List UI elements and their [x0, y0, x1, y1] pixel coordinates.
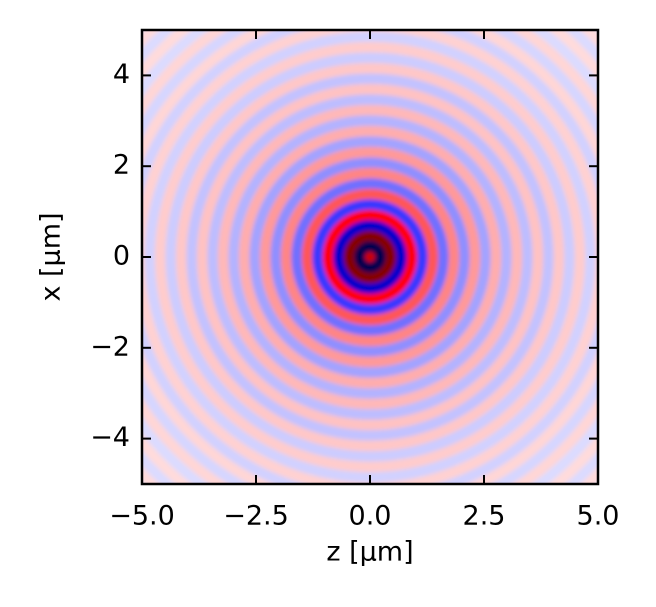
y-tick-label: −4	[90, 422, 130, 453]
y-axis-label: x [µm]	[36, 212, 67, 301]
field-ring	[217, 104, 523, 410]
field-ring	[322, 209, 418, 305]
field-ring	[291, 178, 449, 336]
field-ring	[259, 146, 481, 368]
field-ring	[228, 115, 512, 399]
field-ring	[333, 220, 407, 294]
y-tick-label: 0	[113, 241, 130, 272]
x-tick-label: −5.0	[109, 501, 175, 532]
field-ring	[165, 52, 575, 462]
y-tick-label: −2	[90, 331, 130, 362]
y-tick-label: 4	[113, 59, 130, 90]
field-ring	[343, 230, 397, 284]
field-ring	[238, 125, 502, 389]
field-ring	[196, 83, 544, 431]
field-ring	[301, 188, 439, 326]
x-tick-label: 5.0	[577, 501, 620, 532]
rings	[142, 30, 598, 484]
field-ring	[154, 41, 586, 473]
field-ring	[354, 241, 386, 273]
field-ring	[312, 199, 428, 315]
field-ring	[175, 62, 565, 452]
x-axis-label: z [µm]	[326, 537, 413, 568]
field-ring	[270, 157, 470, 357]
field-ring	[280, 167, 460, 347]
field-ring	[249, 136, 491, 378]
field-center	[364, 251, 376, 263]
field	[142, 30, 598, 484]
field-ring	[207, 94, 533, 420]
x-tick-label: 2.5	[463, 501, 506, 532]
x-tick-label: 0.0	[349, 501, 392, 532]
x-tick-label: −2.5	[223, 501, 289, 532]
field-ring	[186, 73, 554, 441]
y-tick-label: 2	[113, 150, 130, 181]
